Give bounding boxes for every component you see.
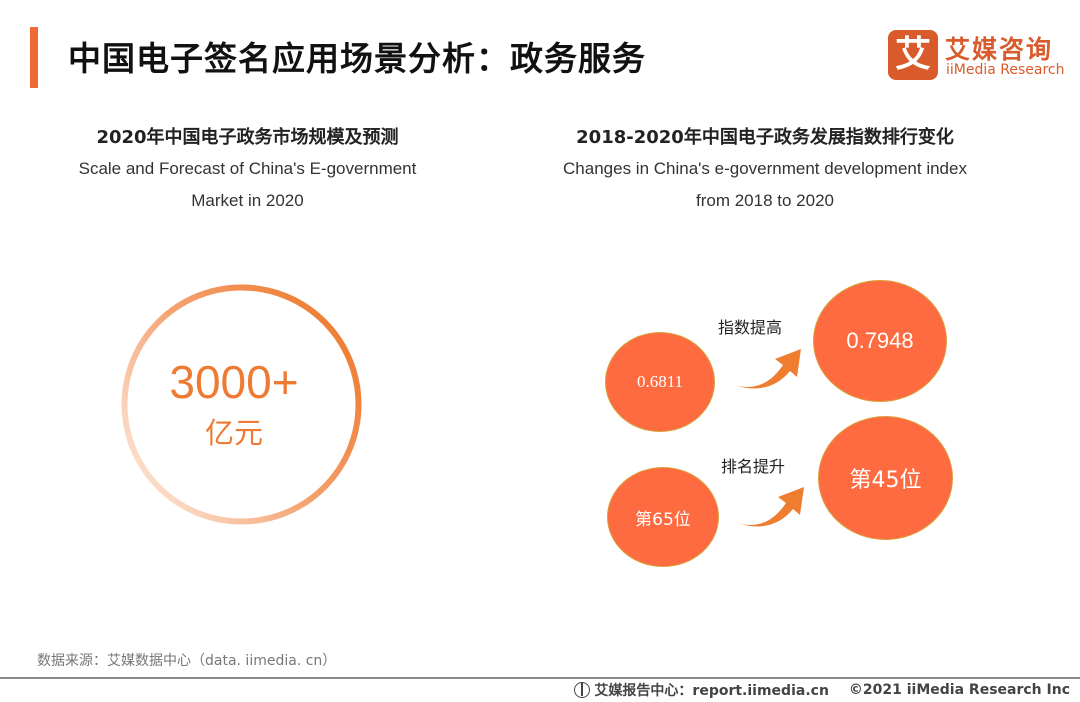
logo-name-en: iiMedia Research	[946, 62, 1065, 78]
market-scale-value: 3000+	[169, 356, 299, 408]
curved-arrow-up-icon	[735, 349, 801, 389]
index-change-title-en-1: Changes in China's e-government developm…	[563, 159, 967, 178]
footer-divider	[0, 677, 1080, 679]
market-scale-heading: 2020年中国电子政务市场规模及预测 Scale and Forecast of…	[40, 123, 455, 217]
curved-arrow-up-icon	[738, 487, 804, 527]
market-scale-title-en-2: Market in 2020	[191, 191, 304, 210]
index-change-title-en-2: from 2018 to 2020	[696, 191, 834, 210]
report-center-link[interactable]: 艾媒报告中心：report.iimedia.cn	[594, 683, 829, 699]
index-change-heading: 2018-2020年中国电子政务发展指数排行变化 Changes in Chin…	[520, 123, 1010, 217]
data-source: 数据来源：艾媒数据中心（data. iimedia. cn）	[37, 653, 337, 669]
market-scale-title-cn: 2020年中国电子政务市场规模及预测	[96, 127, 399, 148]
copyright: ©2021 iiMedia Research Inc	[848, 682, 1070, 698]
globe-icon	[574, 682, 591, 698]
title-accent-bar	[30, 27, 38, 88]
market-scale-unit: 亿元	[204, 416, 263, 450]
logo-name-cn: 艾媒咨询	[945, 35, 1054, 64]
rank-increase-label: 排名提升	[721, 457, 786, 476]
footer: 艾媒报告中心：report.iimedia.cn ©2021 iiMedia R…	[574, 680, 1070, 700]
index-2018-bubble: 0.6811	[605, 332, 715, 432]
index-increase-label: 指数提高	[718, 318, 783, 337]
page-title: 中国电子签名应用场景分析：政务服务	[68, 39, 646, 78]
rank-2020-bubble: 第45位	[818, 416, 953, 540]
rank-2018-bubble: 第65位	[607, 467, 719, 567]
iimedia-logo: 艾 艾媒咨询 iiMedia Research	[888, 30, 1065, 80]
market-scale-title-en-1: Scale and Forecast of China's E-governme…	[78, 159, 417, 178]
gradient-ring	[121, 284, 362, 525]
logo-mark-icon: 艾	[888, 30, 938, 80]
index-2020-bubble: 0.7948	[813, 280, 947, 402]
index-change-title-cn: 2018-2020年中国电子政务发展指数排行变化	[576, 127, 954, 148]
